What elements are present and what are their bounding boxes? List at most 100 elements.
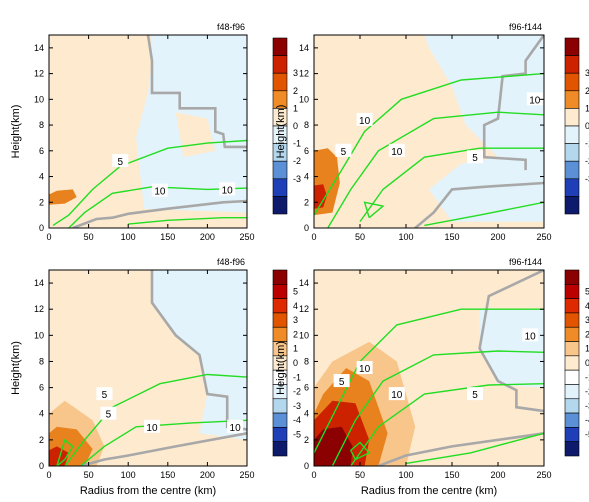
contour-label-bg	[151, 183, 168, 197]
colorbar: 5 4 3 2 1 0 -1 -2 -3 -4 -5	[564, 269, 589, 457]
y-tick-label: 4	[304, 409, 309, 419]
x-tick-label: 250	[536, 470, 551, 480]
colorbar-swatch	[272, 312, 288, 328]
colorbar-swatch	[564, 178, 580, 197]
y-tick-label: 4	[39, 172, 44, 182]
colorbar-swatch	[272, 55, 288, 74]
colorbar-label: 1	[293, 103, 298, 113]
colorbar-label: 5	[585, 286, 589, 296]
green-contour-line	[327, 111, 544, 228]
y-tick-label: 14	[34, 278, 44, 288]
gray-contour-line	[377, 432, 544, 466]
y-tick-label: 2	[39, 435, 44, 445]
x-tick-label: 200	[490, 470, 505, 480]
contour-label: 5	[106, 410, 112, 421]
colorbar-swatch	[272, 269, 288, 285]
y-tick-label: 8	[304, 356, 309, 366]
colorbar-label: -5	[585, 430, 589, 440]
colorbar-label: 3	[585, 315, 589, 325]
colorbar-swatch	[272, 160, 288, 180]
colorbar-label: -2	[293, 156, 301, 166]
colorbar-swatch	[272, 284, 288, 299]
x-tick-label: 100	[398, 470, 413, 480]
panel-title: f48-f96	[217, 22, 245, 32]
colorbar-swatch	[272, 441, 288, 457]
contour-label: 10	[230, 423, 242, 434]
colorbar-swatch	[564, 37, 580, 56]
x-tick-label: 200	[200, 470, 215, 480]
y-tick-label: 2	[304, 435, 309, 445]
colorbar-swatch	[564, 143, 580, 162]
contour-label: 5	[339, 377, 345, 388]
x-axis-title: Radius from the centre (km)	[361, 485, 497, 497]
colorbar-label: 2	[293, 86, 298, 96]
colorbar: 3 2 1 0 -1 -2 -3	[272, 37, 301, 215]
x-tick-label: 250	[536, 232, 551, 242]
panel-title: f96-f144	[509, 257, 542, 267]
colorbar-label: -1	[293, 372, 301, 382]
colorbar-label: -3	[585, 401, 589, 411]
green-contour-line	[80, 419, 247, 466]
panel-title: f96-f144	[509, 22, 542, 32]
x-tick-label: 0	[46, 232, 51, 242]
green-contour-line	[405, 432, 544, 465]
x-tick-label: 50	[84, 470, 94, 480]
colorbar-label: 5	[293, 286, 298, 296]
colorbar-swatch	[564, 441, 580, 457]
colorbar-swatch	[564, 72, 580, 92]
green-contour-line	[331, 350, 544, 466]
colorbar-swatch	[564, 298, 580, 314]
y-tick-label: 6	[304, 383, 309, 393]
y-tick-label: 12	[34, 69, 44, 79]
contour-field: 5 10 10	[49, 35, 247, 228]
contour-label: 5	[102, 390, 108, 401]
y-axis-title: Height(km)	[275, 341, 287, 395]
y-tick-label: 12	[299, 304, 309, 314]
y-tick-label: 10	[34, 94, 44, 104]
green-contour-line	[64, 373, 247, 466]
contour-label-bg	[100, 406, 117, 420]
colorbar-label: -2	[293, 387, 301, 397]
gray-contour-line	[80, 432, 247, 466]
contour-label: 10	[359, 364, 371, 375]
contour-label: 5	[472, 153, 478, 164]
colorbar-swatch	[564, 108, 580, 127]
x-tick-label: 150	[444, 470, 459, 480]
y-tick-label: 12	[34, 304, 44, 314]
contour-label: 10	[359, 116, 371, 127]
y-tick-label: 4	[304, 172, 309, 182]
green-contour-line	[314, 308, 544, 454]
filled-contour	[314, 426, 353, 466]
contour-label: 10	[146, 423, 158, 434]
colorbar-label: 1	[585, 344, 589, 354]
x-tick-label: 100	[121, 470, 136, 480]
filled-contour	[49, 189, 77, 205]
colorbar-swatch	[272, 398, 288, 414]
x-tick-label: 50	[355, 232, 365, 242]
colorbar-label: -3	[585, 174, 589, 184]
colorbar-swatch	[272, 298, 288, 314]
y-axis-title: Height(km)	[275, 105, 287, 159]
y-tick-label: 10	[34, 330, 44, 340]
colorbar-swatch	[564, 160, 580, 180]
colorbar-swatch	[564, 284, 580, 299]
gray-contour-line	[482, 35, 544, 171]
colorbar-label: -2	[585, 156, 589, 166]
contour-label: 10	[391, 147, 403, 158]
y-tick-label: 6	[39, 383, 44, 393]
contour-label-bg	[356, 112, 373, 126]
y-tick-label: 10	[299, 94, 309, 104]
x-tick-label: 50	[355, 470, 365, 480]
x-tick-label: 100	[121, 232, 136, 242]
colorbar-swatch	[272, 412, 288, 428]
contour-label-bg	[333, 374, 350, 388]
colorbar-swatch	[564, 269, 580, 285]
colorbar-swatch	[564, 55, 580, 74]
contour-label-bg	[112, 154, 129, 168]
contour-label: 5	[117, 157, 123, 168]
x-tick-label: 150	[444, 232, 459, 242]
plot-frame	[48, 34, 248, 229]
y-tick-label: 2	[304, 197, 309, 207]
colorbar-swatch	[564, 125, 580, 144]
colorbar-label: 3	[293, 315, 298, 325]
